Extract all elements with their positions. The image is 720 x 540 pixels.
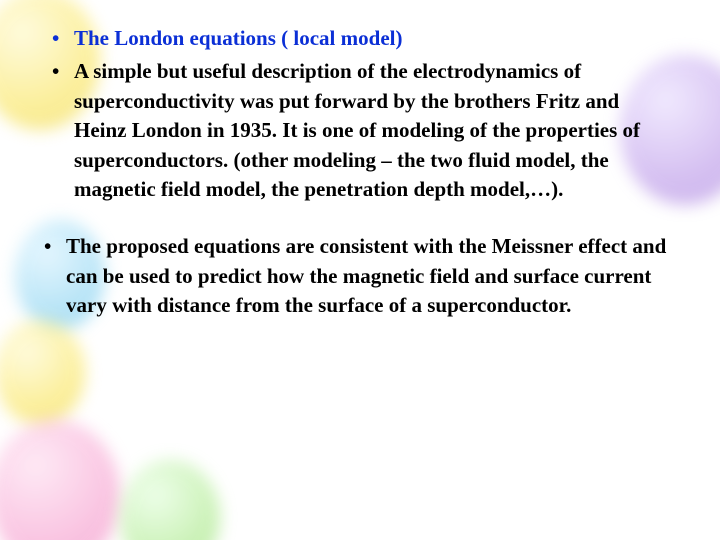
spacer	[44, 208, 676, 232]
bullet-item: The proposed equations are consistent wi…	[44, 232, 676, 320]
bullet-item: A simple but useful description of the e…	[44, 57, 676, 204]
bullet-title: The London equations ( local model)	[44, 24, 676, 53]
bullet-list: The proposed equations are consistent wi…	[44, 232, 676, 320]
slide-body: The London equations ( local model) A si…	[0, 0, 720, 540]
bullet-list: The London equations ( local model) A si…	[44, 24, 676, 204]
